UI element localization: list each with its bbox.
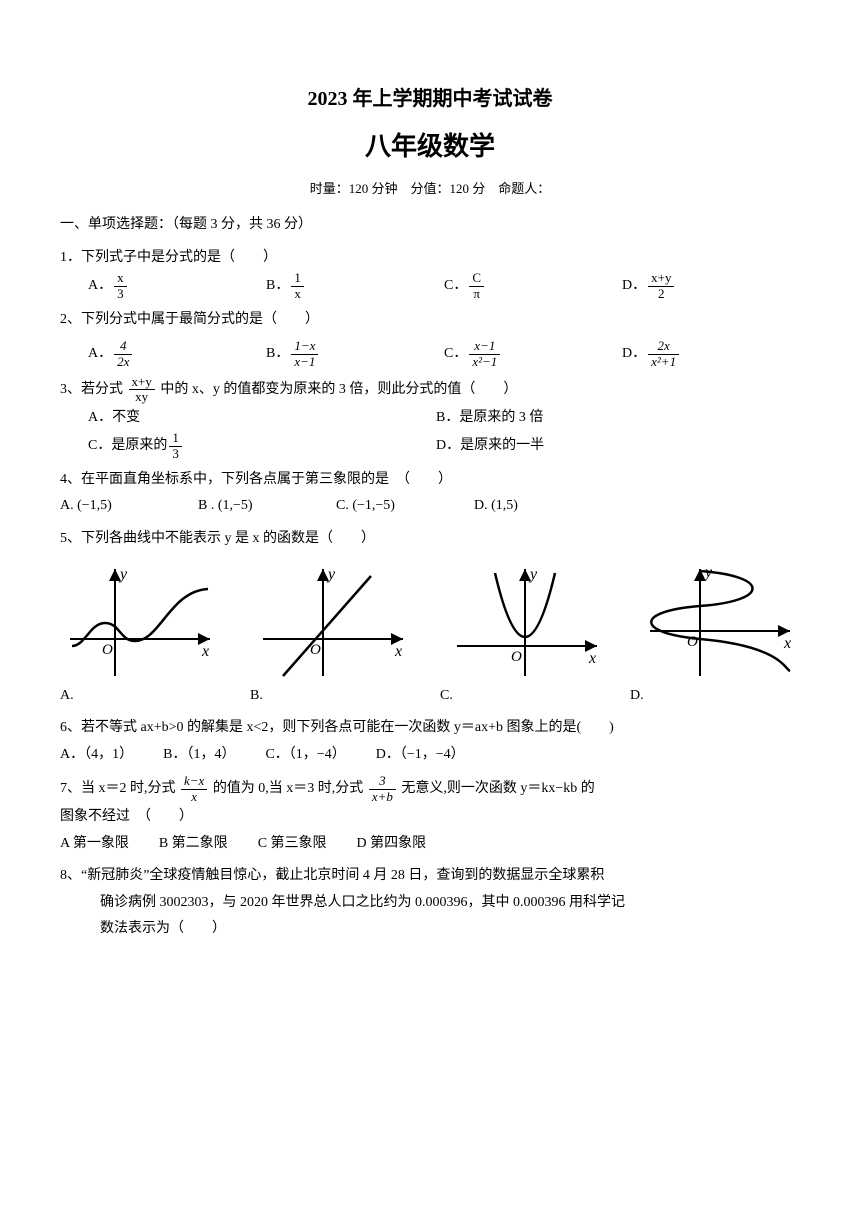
q8-line2: 确诊病例 3002303，与 2020 年世界总人口之比约为 0.000396，… xyxy=(60,890,800,917)
q7-opt-c: C 第三象限 xyxy=(258,831,327,858)
question-1: 1．下列式子中是分式的是（ ） A． x3 B． 1x C． Cπ D． x+y… xyxy=(60,245,800,301)
q5-graphs: y x O y x O y x xyxy=(60,561,800,681)
q1-stem: 1．下列式子中是分式的是（ ） xyxy=(60,245,800,272)
q1-opt-b: B． 1x xyxy=(266,271,436,301)
svg-text:x: x xyxy=(588,650,596,667)
q5-stem: 5、下列各曲线中不能表示 y 是 x 的函数是（ ） xyxy=(60,526,800,553)
q5-graph-a: y x O xyxy=(60,561,220,681)
q2-opt-b: B． 1−xx−1 xyxy=(266,339,436,369)
q2-opt-d: D． 2xx²+1 xyxy=(622,339,792,369)
q3-opt-c: C．是原来的 13 xyxy=(88,431,428,461)
q6-opt-a: A．（4，1） xyxy=(60,742,133,769)
svg-text:y: y xyxy=(528,566,538,583)
q5-opt-c: C. xyxy=(440,683,600,710)
q5-opt-a: A. xyxy=(60,683,220,710)
svg-text:y: y xyxy=(326,566,336,583)
meta-line: 时量：120 分钟 分值：120 分 命题人： xyxy=(60,177,800,202)
question-4: 4、在平面直角坐标系中，下列各点属于第三象限的是 （ ） A. (−1,5) B… xyxy=(60,467,800,520)
svg-text:x: x xyxy=(394,643,402,660)
question-8: 8、“新冠肺炎”全球疫情触目惊心，截止北京时间 4 月 28 日，查询到的数据显… xyxy=(60,863,800,943)
title-sub: 八年级数学 xyxy=(60,122,800,171)
q7-opt-d: D 第四象限 xyxy=(357,831,427,858)
svg-text:x: x xyxy=(201,643,209,660)
q4-opt-a: A. (−1,5) xyxy=(60,493,190,520)
question-5: 5、下列各曲线中不能表示 y 是 x 的函数是（ ） y x O y x O xyxy=(60,526,800,709)
q4-opt-b: B . (1,−5) xyxy=(198,493,328,520)
q5-opt-b: B. xyxy=(250,683,410,710)
svg-text:y: y xyxy=(118,566,128,583)
question-2: 2、下列分式中属于最简分式的是（ ） A． 42x B． 1−xx−1 C． x… xyxy=(60,307,800,369)
q2-opt-c: C． x−1x²−1 xyxy=(444,339,614,369)
q8-line3: 数法表示为（ ） xyxy=(60,916,800,943)
q6-stem: 6、若不等式 ax+b>0 的解集是 x<2，则下列各点可能在一次函数 y＝ax… xyxy=(60,715,800,742)
q8-line1: 8、“新冠肺炎”全球疫情触目惊心，截止北京时间 4 月 28 日，查询到的数据显… xyxy=(60,863,800,890)
question-6: 6、若不等式 ax+b>0 的解集是 x<2，则下列各点可能在一次函数 y＝ax… xyxy=(60,715,800,768)
q6-opt-d: D．（−1，−4） xyxy=(376,742,465,769)
svg-text:x: x xyxy=(783,635,791,652)
q2-stem: 2、下列分式中属于最简分式的是（ ） xyxy=(60,307,800,334)
q5-graph-d: y x O xyxy=(640,561,800,681)
svg-text:O: O xyxy=(310,642,321,658)
question-3: 3、若分式 x+yxy 中的 x、y 的值都变为原来的 3 倍，则此分式的值（ … xyxy=(60,375,800,461)
q7-opt-b: B 第二象限 xyxy=(159,831,228,858)
q5-opt-d: D. xyxy=(630,683,790,710)
svg-text:O: O xyxy=(511,649,522,665)
q1-opt-c: C． Cπ xyxy=(444,271,614,301)
q2-opt-a: A． 42x xyxy=(88,339,258,369)
svg-text:O: O xyxy=(687,634,698,650)
section-heading: 一、单项选择题：（每题 3 分，共 36 分） xyxy=(60,212,800,239)
q7-stem-line1: 7、当 x＝2 时,分式 k−xx 的值为 0,当 x＝3 时,分式 3x+b … xyxy=(60,774,800,804)
q5-graph-c: y x O xyxy=(447,561,607,681)
q5-option-labels: A. B. C. D. xyxy=(60,683,800,710)
q3-opt-d: D．是原来的一半 xyxy=(436,431,776,461)
q1-opt-d: D． x+y2 xyxy=(622,271,792,301)
q7-opt-a: A 第一象限 xyxy=(60,831,129,858)
title-main: 2023 年上学期期中考试试卷 xyxy=(60,80,800,118)
svg-text:y: y xyxy=(703,564,713,581)
svg-text:O: O xyxy=(102,642,113,658)
question-7: 7、当 x＝2 时,分式 k−xx 的值为 0,当 x＝3 时,分式 3x+b … xyxy=(60,774,800,857)
q4-stem: 4、在平面直角坐标系中，下列各点属于第三象限的是 （ ） xyxy=(60,467,800,494)
q1-opt-a: A． x3 xyxy=(88,271,258,301)
q6-opt-b: B．（1，4） xyxy=(163,742,235,769)
q4-opt-c: C. (−1,−5) xyxy=(336,493,466,520)
q3-stem: 3、若分式 x+yxy 中的 x、y 的值都变为原来的 3 倍，则此分式的值（ … xyxy=(60,375,800,405)
q4-opt-d: D. (1,5) xyxy=(474,493,604,520)
q3-opt-a: A．不变 xyxy=(88,405,428,432)
q6-opt-c: C．（1，−4） xyxy=(265,742,345,769)
q7-stem-line2: 图象不经过 （ ） xyxy=(60,804,800,831)
q5-graph-b: y x O xyxy=(253,561,413,681)
q3-opt-b: B．是原来的 3 倍 xyxy=(436,405,776,432)
